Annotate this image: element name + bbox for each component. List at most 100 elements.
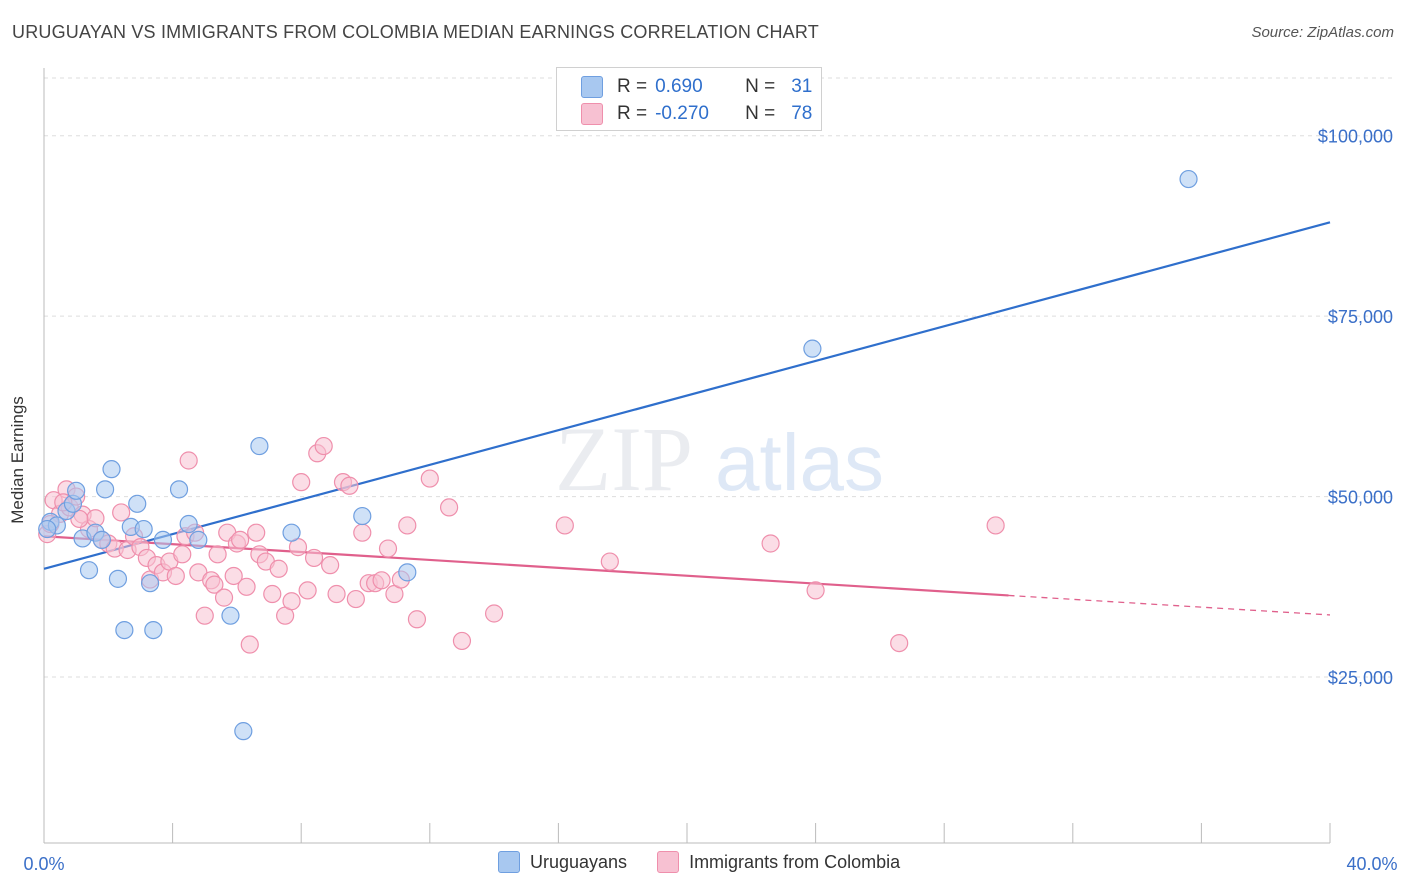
data-point (231, 530, 250, 549)
y-tick-label: $75,000 (1328, 307, 1393, 327)
legend-swatch-colombia (657, 851, 680, 873)
x-tick-label: 0.0% (23, 854, 64, 874)
data-point (321, 556, 340, 575)
data-point (189, 530, 208, 549)
data-point (314, 436, 333, 456)
legend-swatch-uruguayans (498, 851, 520, 873)
data-point (95, 480, 115, 499)
y-tick-label: $50,000 (1328, 488, 1393, 508)
legend-swatch-colombia (581, 103, 603, 125)
trend-line-extension (1008, 594, 1331, 616)
data-point (353, 523, 372, 542)
data-point (327, 584, 346, 604)
data-point (452, 631, 472, 651)
data-point (340, 476, 359, 495)
legend-row-colombia: R = -0.270 N = 78 (581, 101, 812, 127)
legend-r-label: R = (617, 76, 648, 97)
data-point (555, 516, 574, 535)
data-point (292, 473, 311, 492)
data-point (353, 506, 372, 526)
data-point (398, 516, 417, 535)
legend-r-value: 0.690 (655, 76, 703, 97)
data-point (205, 575, 224, 594)
data-points (38, 169, 1198, 741)
data-point (102, 460, 121, 479)
data-point (67, 481, 86, 500)
data-point (79, 561, 99, 580)
y-tick-label: $100,000 (1318, 127, 1393, 147)
data-point (38, 519, 57, 539)
watermark-atlas: atlas (715, 418, 884, 507)
chart-source: Source: ZipAtlas.com (1251, 24, 1394, 41)
data-point (378, 539, 398, 558)
data-point (179, 451, 198, 470)
data-point (166, 566, 185, 586)
data-point (806, 581, 825, 600)
data-point (144, 620, 163, 640)
data-point (208, 545, 227, 564)
data-point (439, 498, 459, 517)
data-point (140, 574, 160, 593)
data-point (420, 469, 439, 488)
data-point (92, 530, 111, 549)
data-point (346, 589, 365, 609)
data-point (263, 584, 282, 604)
trend-line (43, 535, 1009, 597)
legend-r-value: -0.270 (655, 103, 709, 124)
data-point (1179, 169, 1198, 189)
data-point (115, 620, 134, 640)
data-point (372, 571, 391, 590)
data-point (269, 559, 288, 578)
data-point (214, 588, 234, 607)
data-point (600, 552, 619, 571)
data-point (108, 569, 128, 588)
data-point (221, 606, 240, 625)
data-point (986, 516, 1005, 535)
data-point (153, 530, 173, 549)
x-tick-label: 40.0% (1346, 854, 1397, 874)
data-point (298, 581, 317, 600)
data-point (282, 523, 301, 542)
legend-n-value: 78 (791, 103, 813, 124)
data-point (179, 514, 198, 534)
data-point (803, 339, 822, 358)
legend-n-value: 31 (791, 76, 813, 97)
data-point (134, 519, 153, 539)
data-point (240, 635, 259, 654)
data-point (237, 577, 256, 596)
chart-title: URUGUAYAN VS IMMIGRANTS FROM COLOMBIA ME… (12, 22, 819, 42)
data-point (173, 545, 192, 564)
legend-n-label: N = (745, 76, 776, 97)
data-point (234, 722, 253, 741)
legend-label-uruguayans: Uruguayans (530, 851, 628, 872)
data-point (282, 592, 301, 611)
data-point (304, 548, 324, 568)
legend-label-colombia: Immigrants from Colombia (689, 851, 901, 872)
data-point (407, 610, 427, 629)
watermark: ZIP atlas (555, 408, 884, 510)
data-point (224, 566, 243, 586)
data-point (761, 534, 780, 553)
data-point (250, 436, 269, 456)
y-tick-label: $25,000 (1328, 668, 1393, 688)
data-point (247, 523, 266, 542)
axes (43, 68, 1331, 844)
legend-item-uruguayans[interactable]: Uruguayans (498, 851, 627, 873)
data-point (890, 633, 909, 653)
data-point (398, 563, 417, 582)
watermark-zip: ZIP (555, 408, 693, 510)
series-legend: Uruguayans Immigrants from Colombia (498, 851, 930, 873)
data-point (485, 604, 504, 623)
legend-r-label: R = (617, 103, 648, 124)
data-point (128, 494, 147, 513)
data-point (112, 503, 131, 522)
correlation-legend: R = 0.690 N = 31 R = -0.270 N = 78 (556, 67, 822, 131)
trend-line (43, 221, 1331, 570)
legend-swatch-uruguayans (581, 76, 603, 98)
legend-item-colombia[interactable]: Immigrants from Colombia (657, 851, 900, 873)
tick-labels: $25,000 $50,000 $75,000 $100,000 0.0% 40.0% (23, 127, 1397, 874)
data-point (169, 480, 189, 499)
legend-row-uruguayans: R = 0.690 N = 31 (581, 74, 812, 100)
data-point (195, 606, 214, 625)
